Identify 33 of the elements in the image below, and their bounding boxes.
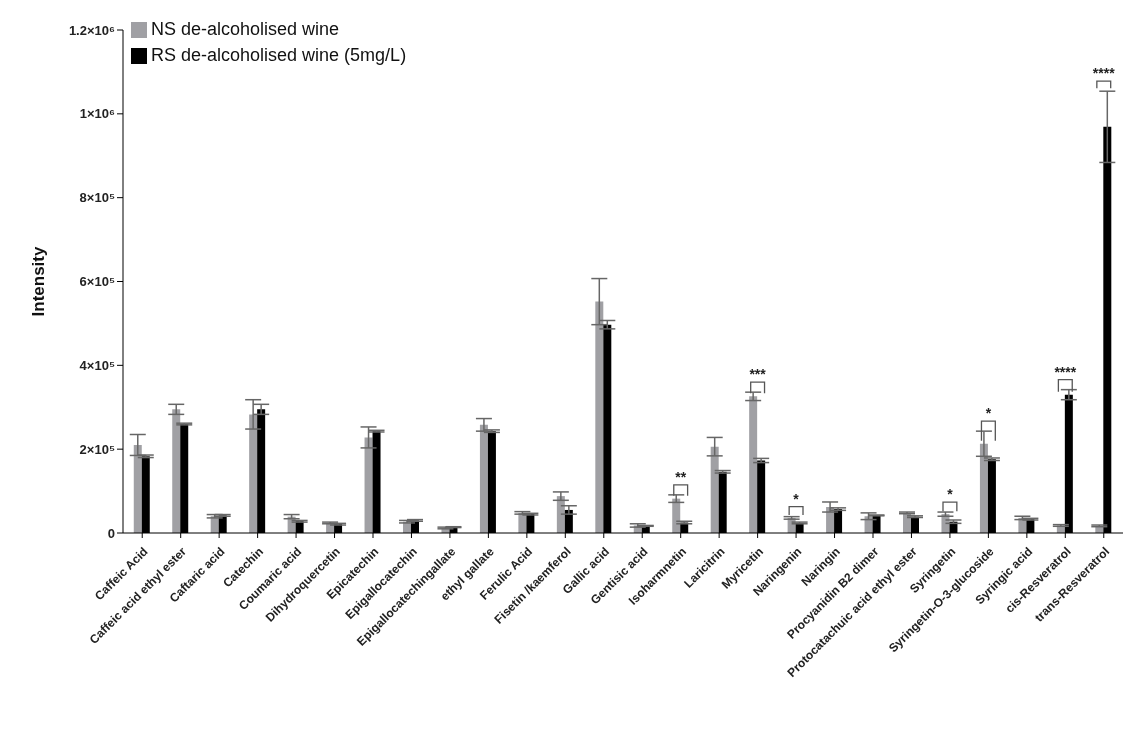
significance-bracket: ***: [749, 366, 766, 394]
annotation: *: [947, 486, 954, 503]
significance-bracket: ****: [1054, 363, 1077, 393]
y-tick-label: 1.2×10⁶: [68, 22, 116, 38]
significance-bracket: **: [673, 468, 689, 497]
legend-label: NS de-alcoholised wine: [151, 19, 340, 39]
bar: [133, 444, 142, 533]
significance-bracket: *: [942, 486, 958, 512]
y-tick-label: 4×10⁵: [79, 357, 115, 373]
annotation: ****: [1092, 65, 1116, 82]
significance-bracket: ****: [1092, 65, 1115, 89]
y-axis-title: Intensity: [29, 246, 49, 317]
y-tick-label: 6×10⁵: [79, 274, 115, 290]
y-tick-label: 8×10⁵: [79, 190, 115, 206]
significance-bracket: *: [980, 405, 996, 442]
bar: [749, 396, 758, 533]
bar: [595, 301, 604, 533]
bar: [710, 446, 719, 533]
annotation: ***: [749, 366, 767, 383]
y-tick-label: 1×10⁶: [79, 106, 115, 122]
bar: [249, 414, 258, 533]
y-tick-label: 0: [107, 525, 115, 541]
annotation: *: [985, 405, 992, 422]
significance-bracket: *: [788, 490, 804, 516]
bar: [979, 443, 988, 533]
annotation: *: [793, 490, 800, 507]
y-tick-label: 2×10⁵: [79, 441, 115, 457]
bar: [364, 437, 373, 533]
annotation: **: [675, 468, 687, 485]
legend-label: RS de-alcoholised wine (5mg/L): [151, 45, 407, 65]
bar: [172, 409, 181, 533]
bar: [479, 424, 488, 533]
annotation: ****: [1054, 363, 1077, 380]
